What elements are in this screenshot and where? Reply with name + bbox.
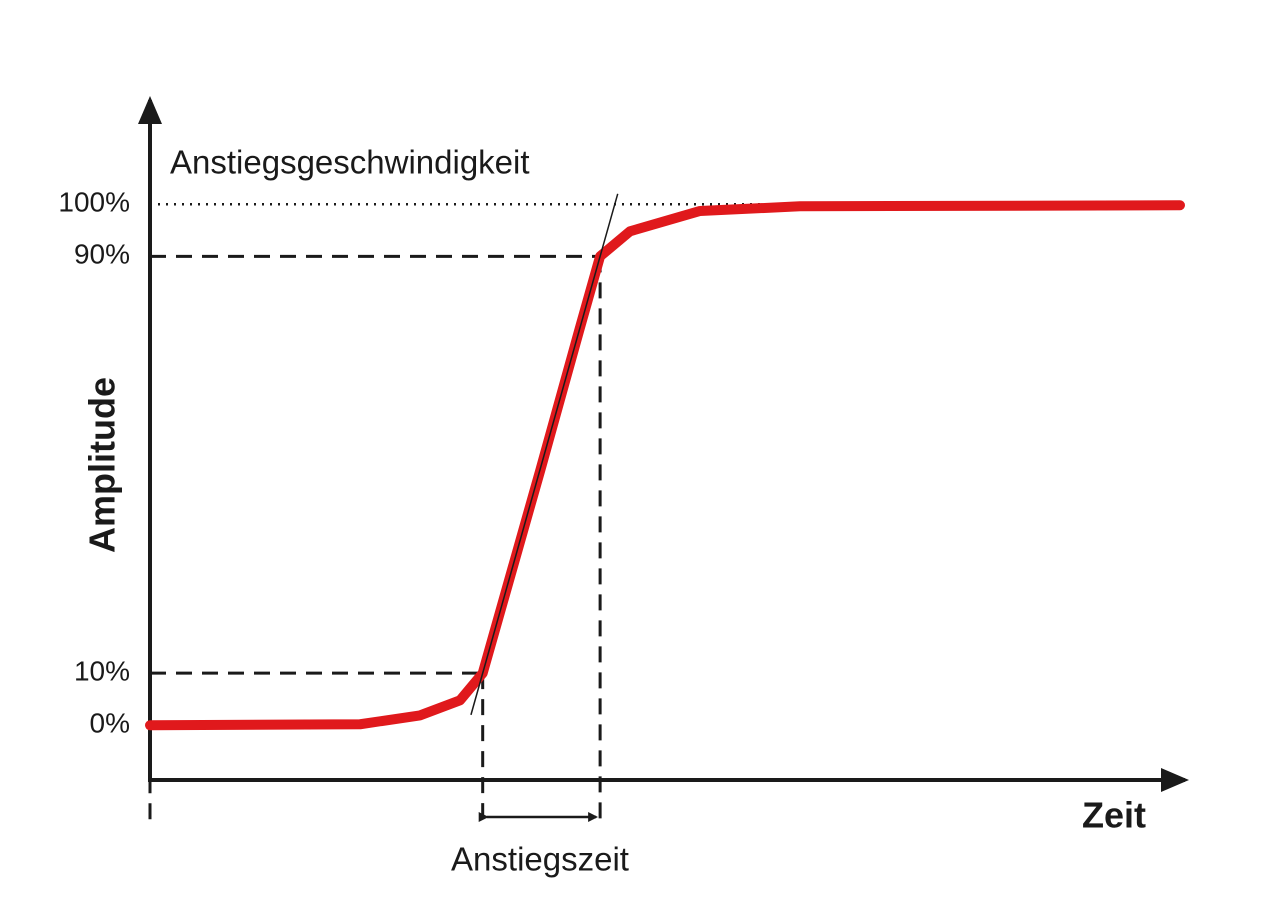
y-tick-label: 0% [90,708,130,739]
y-tick-label: 10% [74,656,130,687]
x-axis-label: Zeit [1082,795,1146,836]
y-tick-label: 100% [58,187,130,218]
y-axis-label: Amplitude [82,377,123,553]
annotation: Anstiegszeit [451,841,629,878]
slope-line [470,193,619,716]
curve [145,200,1185,731]
y-tick-label: 90% [74,239,130,270]
annotation: Anstiegsgeschwindigkeit [170,144,530,181]
